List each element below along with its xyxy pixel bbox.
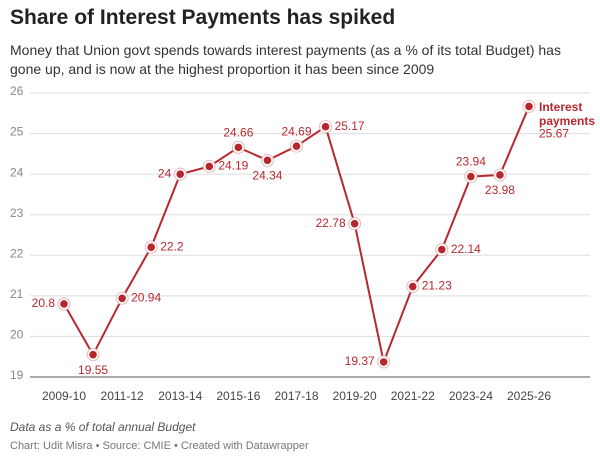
point — [350, 219, 359, 228]
point — [379, 358, 388, 366]
x-tick-label: 2009-10 — [42, 389, 86, 403]
y-tick-label: 26 — [10, 84, 24, 98]
point — [89, 350, 97, 359]
point — [205, 162, 214, 171]
y-tick-label: 25 — [10, 125, 24, 139]
x-tick-label: 2021-22 — [391, 389, 435, 403]
x-tick-label: 2023-24 — [449, 389, 493, 403]
point — [525, 102, 533, 111]
y-tick-label: 21 — [10, 287, 24, 301]
data-label: 20.8 — [32, 296, 56, 310]
y-tick-label: 24 — [10, 165, 24, 179]
data-label: 20.94 — [131, 290, 161, 304]
point — [408, 282, 417, 291]
point — [60, 300, 68, 308]
data-label: 25.17 — [335, 119, 365, 133]
point — [234, 143, 243, 152]
chart-subtitle: Money that Union govt spends towards int… — [10, 42, 561, 77]
point — [292, 142, 301, 150]
x-tick-label: 2013-14 — [158, 389, 202, 403]
data-label: 25.67 — [539, 127, 569, 141]
x-tick-label: 2017-18 — [274, 389, 318, 403]
x-tick-label: 2011-12 — [101, 389, 144, 403]
x-tick-label: 2015-16 — [216, 389, 260, 403]
y-tick-label: 19 — [10, 368, 24, 382]
data-label: 24 — [158, 166, 172, 180]
x-tick-label: 2019-20 — [333, 389, 377, 403]
point — [467, 172, 475, 181]
series-label: Interest payments — [539, 100, 596, 128]
point — [263, 156, 272, 165]
chart-title: Share of Interest Payments has spiked — [10, 6, 396, 29]
point — [321, 122, 330, 131]
point — [496, 171, 504, 179]
point — [438, 245, 446, 254]
data-label: 22.78 — [316, 216, 346, 230]
point — [147, 243, 155, 251]
x-tick-label: 2025-26 — [507, 389, 551, 403]
data-label: 19.55 — [78, 363, 108, 377]
data-label: 21.23 — [422, 279, 452, 293]
data-label: 22.14 — [451, 242, 481, 256]
data-label: 23.98 — [485, 183, 515, 197]
data-label: 24.69 — [281, 124, 311, 138]
y-tick-label: 22 — [10, 246, 24, 260]
data-label: 19.37 — [345, 354, 375, 368]
y-tick-label: 20 — [10, 328, 24, 342]
data-label: 24.66 — [223, 126, 253, 140]
source: Chart: Udit Misra • Source: CMIE • Creat… — [10, 440, 309, 452]
data-label: 24.19 — [218, 159, 248, 173]
point — [118, 294, 126, 303]
data-label: 23.94 — [456, 155, 486, 169]
point — [176, 170, 185, 178]
data-label: 22.2 — [160, 239, 184, 253]
data-label: 24.34 — [252, 169, 282, 183]
note: Data as a % of total annual Budget — [10, 420, 196, 434]
y-tick-label: 23 — [10, 206, 24, 220]
